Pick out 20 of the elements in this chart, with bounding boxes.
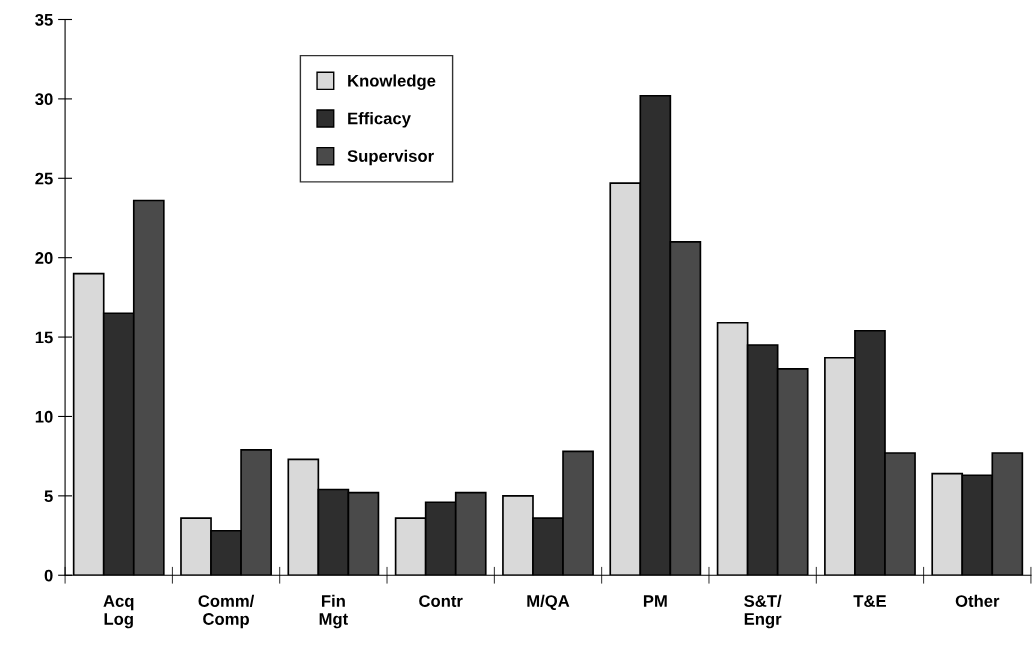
- x-tick-label: Acq Log: [103, 595, 134, 629]
- legend-label: Knowledge: [348, 74, 436, 90]
- x-tick-label: PM: [643, 595, 667, 607]
- y-tick-label: 20: [35, 252, 53, 264]
- y-tick-label: 0: [44, 569, 53, 582]
- y-tick-label: 30: [35, 93, 53, 106]
- x-tick-label: Comm/ Comp: [198, 594, 255, 629]
- legend-label: Efficacy: [348, 112, 411, 128]
- y-tick-label: 35: [35, 13, 53, 26]
- y-tick-label: 5: [44, 490, 53, 503]
- x-tick-label: S&T/ Engr: [744, 594, 782, 629]
- y-tick-label: 10: [35, 410, 53, 423]
- y-tick-label: 25: [35, 172, 53, 185]
- x-tick-label: M/QA: [527, 594, 570, 611]
- x-tick-label: Other: [955, 594, 1000, 607]
- x-tick-label: Fin Mgt: [319, 594, 348, 629]
- legend-label: Supervisor: [347, 149, 434, 166]
- y-tick-label: 15: [35, 331, 53, 344]
- x-tick-label: Contr: [419, 595, 463, 607]
- x-tick-label: T&E: [853, 595, 886, 607]
